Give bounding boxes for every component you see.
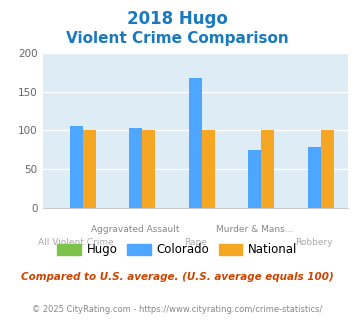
- Text: Murder & Mans...: Murder & Mans...: [216, 225, 294, 234]
- Bar: [261, 130, 274, 208]
- Text: Violent Crime Comparison: Violent Crime Comparison: [66, 31, 289, 46]
- Legend: Hugo, Colorado, National: Hugo, Colorado, National: [53, 239, 302, 261]
- Text: Robbery: Robbery: [296, 239, 333, 248]
- Bar: [202, 130, 215, 208]
- Bar: [129, 128, 142, 208]
- Bar: [248, 150, 261, 208]
- Bar: [83, 130, 96, 208]
- Text: All Violent Crime: All Violent Crime: [38, 239, 114, 248]
- Bar: [189, 79, 202, 208]
- Bar: [70, 126, 83, 208]
- Text: 2018 Hugo: 2018 Hugo: [127, 10, 228, 28]
- Bar: [308, 148, 321, 208]
- Text: © 2025 CityRating.com - https://www.cityrating.com/crime-statistics/: © 2025 CityRating.com - https://www.city…: [32, 305, 323, 314]
- Bar: [142, 130, 155, 208]
- Text: Aggravated Assault: Aggravated Assault: [92, 225, 180, 234]
- Bar: [321, 130, 334, 208]
- Text: Compared to U.S. average. (U.S. average equals 100): Compared to U.S. average. (U.S. average …: [21, 272, 334, 282]
- Text: Rape: Rape: [184, 239, 207, 248]
